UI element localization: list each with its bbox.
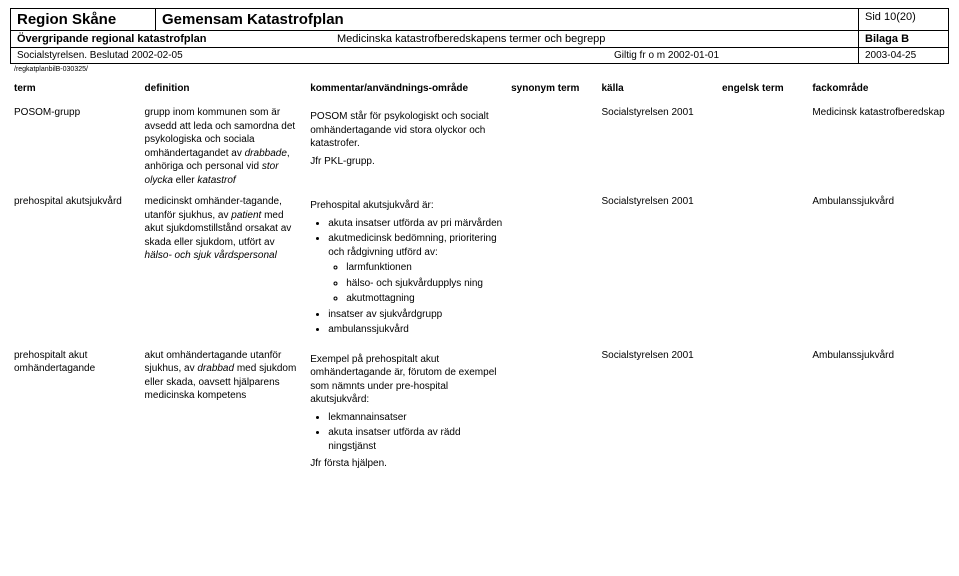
- cell-engelsk: [718, 345, 808, 479]
- region-label: Region Skåne: [11, 9, 156, 30]
- cell-fack: Ambulanssjukvård: [808, 191, 949, 345]
- document-header: Region Skåne Gemensam Katastrofplan Sid …: [10, 8, 949, 64]
- document-page: Region Skåne Gemensam Katastrofplan Sid …: [0, 0, 959, 487]
- table-header-row: term definition kommentar/användnings-om…: [10, 79, 949, 102]
- file-path: /regkatplanbilB-030325/: [14, 66, 949, 73]
- header-row-3: Socialstyrelsen. Beslutad 2002-02-05 Gil…: [11, 48, 948, 63]
- plan-title: Gemensam Katastrofplan: [156, 9, 858, 30]
- col-synonym: synonym term: [507, 79, 597, 102]
- cell-definition: grupp inom kommunen som är avsedd att le…: [141, 102, 307, 191]
- decided-label: Socialstyrelsen. Beslutad 2002-02-05: [11, 48, 608, 63]
- cell-synonym: [507, 345, 597, 479]
- col-fack: fackområde: [808, 79, 949, 102]
- cell-kommentar: Prehospital akutsjukvård är:akuta insats…: [306, 191, 507, 345]
- col-engelsk: engelsk term: [718, 79, 808, 102]
- cell-kommentar: POSOM står för psykologiskt och socialt …: [306, 102, 507, 191]
- cell-term: POSOM-grupp: [10, 102, 141, 191]
- table-row: prehospital akutsjukvård medicinskt omhä…: [10, 191, 949, 345]
- bilaga-label: Bilaga B: [858, 31, 948, 47]
- cell-kalla: Socialstyrelsen 2001: [597, 102, 718, 191]
- cell-definition: medicinskt omhänder-tagande, utanför sju…: [141, 191, 307, 345]
- cell-fack: Ambulanssjukvård: [808, 345, 949, 479]
- subtitle-right: Medicinska katastrofberedskapens termer …: [331, 31, 858, 47]
- terms-table: term definition kommentar/användnings-om…: [10, 79, 949, 479]
- cell-fack: Medicinsk katastrofberedskap: [808, 102, 949, 191]
- table-row: prehospitalt akut omhändertagande akut o…: [10, 345, 949, 479]
- table-body: POSOM-grupp grupp inom kommunen som är a…: [10, 102, 949, 479]
- cell-synonym: [507, 102, 597, 191]
- cell-term: prehospital akutsjukvård: [10, 191, 141, 345]
- cell-definition: akut omhändertagande utanför sjukhus, av…: [141, 345, 307, 479]
- col-kalla: källa: [597, 79, 718, 102]
- table-row: POSOM-grupp grupp inom kommunen som är a…: [10, 102, 949, 191]
- cell-synonym: [507, 191, 597, 345]
- cell-term: prehospitalt akut omhändertagande: [10, 345, 141, 479]
- cell-kommentar: Exempel på prehospitalt akut omhändertag…: [306, 345, 507, 479]
- cell-kalla: Socialstyrelsen 2001: [597, 191, 718, 345]
- col-term: term: [10, 79, 141, 102]
- cell-engelsk: [718, 191, 808, 345]
- col-kommentar: kommentar/användnings-område: [306, 79, 507, 102]
- page-number: Sid 10(20): [858, 9, 948, 30]
- subtitle-left: Övergripande regional katastrofplan: [11, 31, 331, 47]
- cell-engelsk: [718, 102, 808, 191]
- header-row-1: Region Skåne Gemensam Katastrofplan Sid …: [11, 9, 948, 31]
- revision-date: 2003-04-25: [858, 48, 948, 63]
- valid-label: Giltig fr o m 2002-01-01: [608, 48, 858, 63]
- col-definition: definition: [141, 79, 307, 102]
- cell-kalla: Socialstyrelsen 2001: [597, 345, 718, 479]
- header-row-2: Övergripande regional katastrofplan Medi…: [11, 31, 948, 48]
